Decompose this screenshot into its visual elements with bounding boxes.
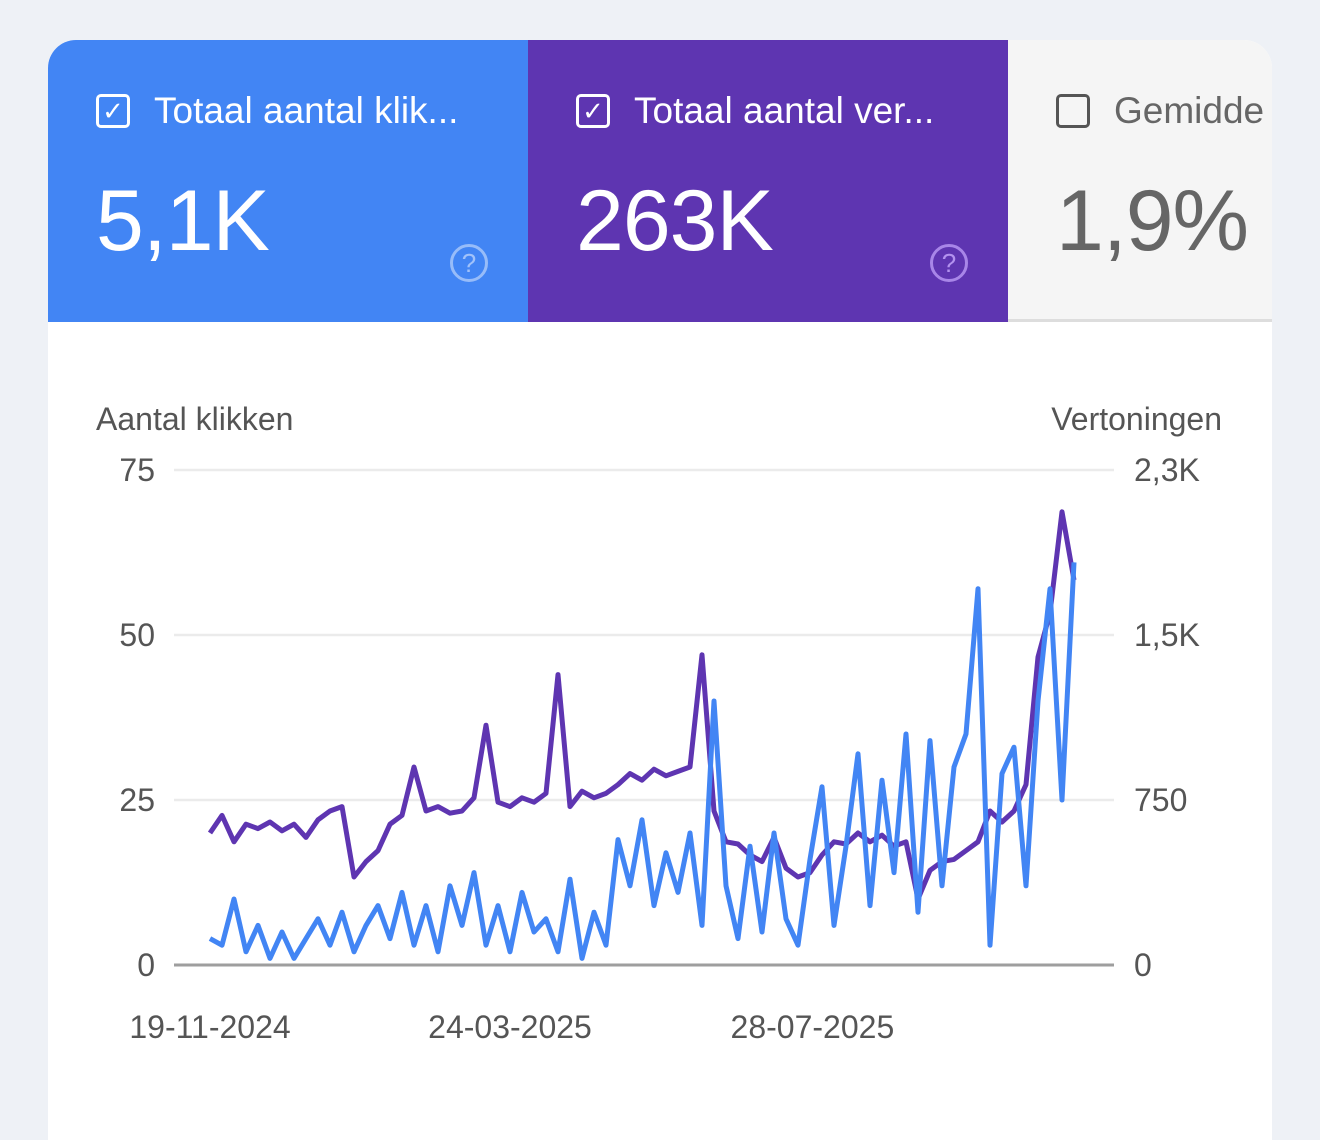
x-tick-label: 28-07-2025	[731, 1009, 895, 1045]
y-right-axis-title: Vertoningen	[1051, 401, 1222, 437]
y-right-tick-label: 0	[1134, 947, 1152, 983]
y-right-tick-label: 1,5K	[1134, 617, 1200, 653]
y-left-axis-title: Aantal klikken	[96, 401, 293, 437]
y-left-tick-label: 25	[119, 782, 155, 818]
y-left-tick-label: 50	[119, 617, 155, 653]
clicks-series-line	[210, 562, 1074, 958]
y-right-tick-label: 2,3K	[1134, 452, 1200, 488]
y-left-tick-label: 0	[137, 947, 155, 983]
y-left-tick-label: 75	[119, 452, 155, 488]
y-right-tick-label: 750	[1134, 782, 1187, 818]
x-tick-label: 24-03-2025	[428, 1009, 592, 1045]
x-tick-label: 19-11-2024	[129, 1009, 290, 1045]
